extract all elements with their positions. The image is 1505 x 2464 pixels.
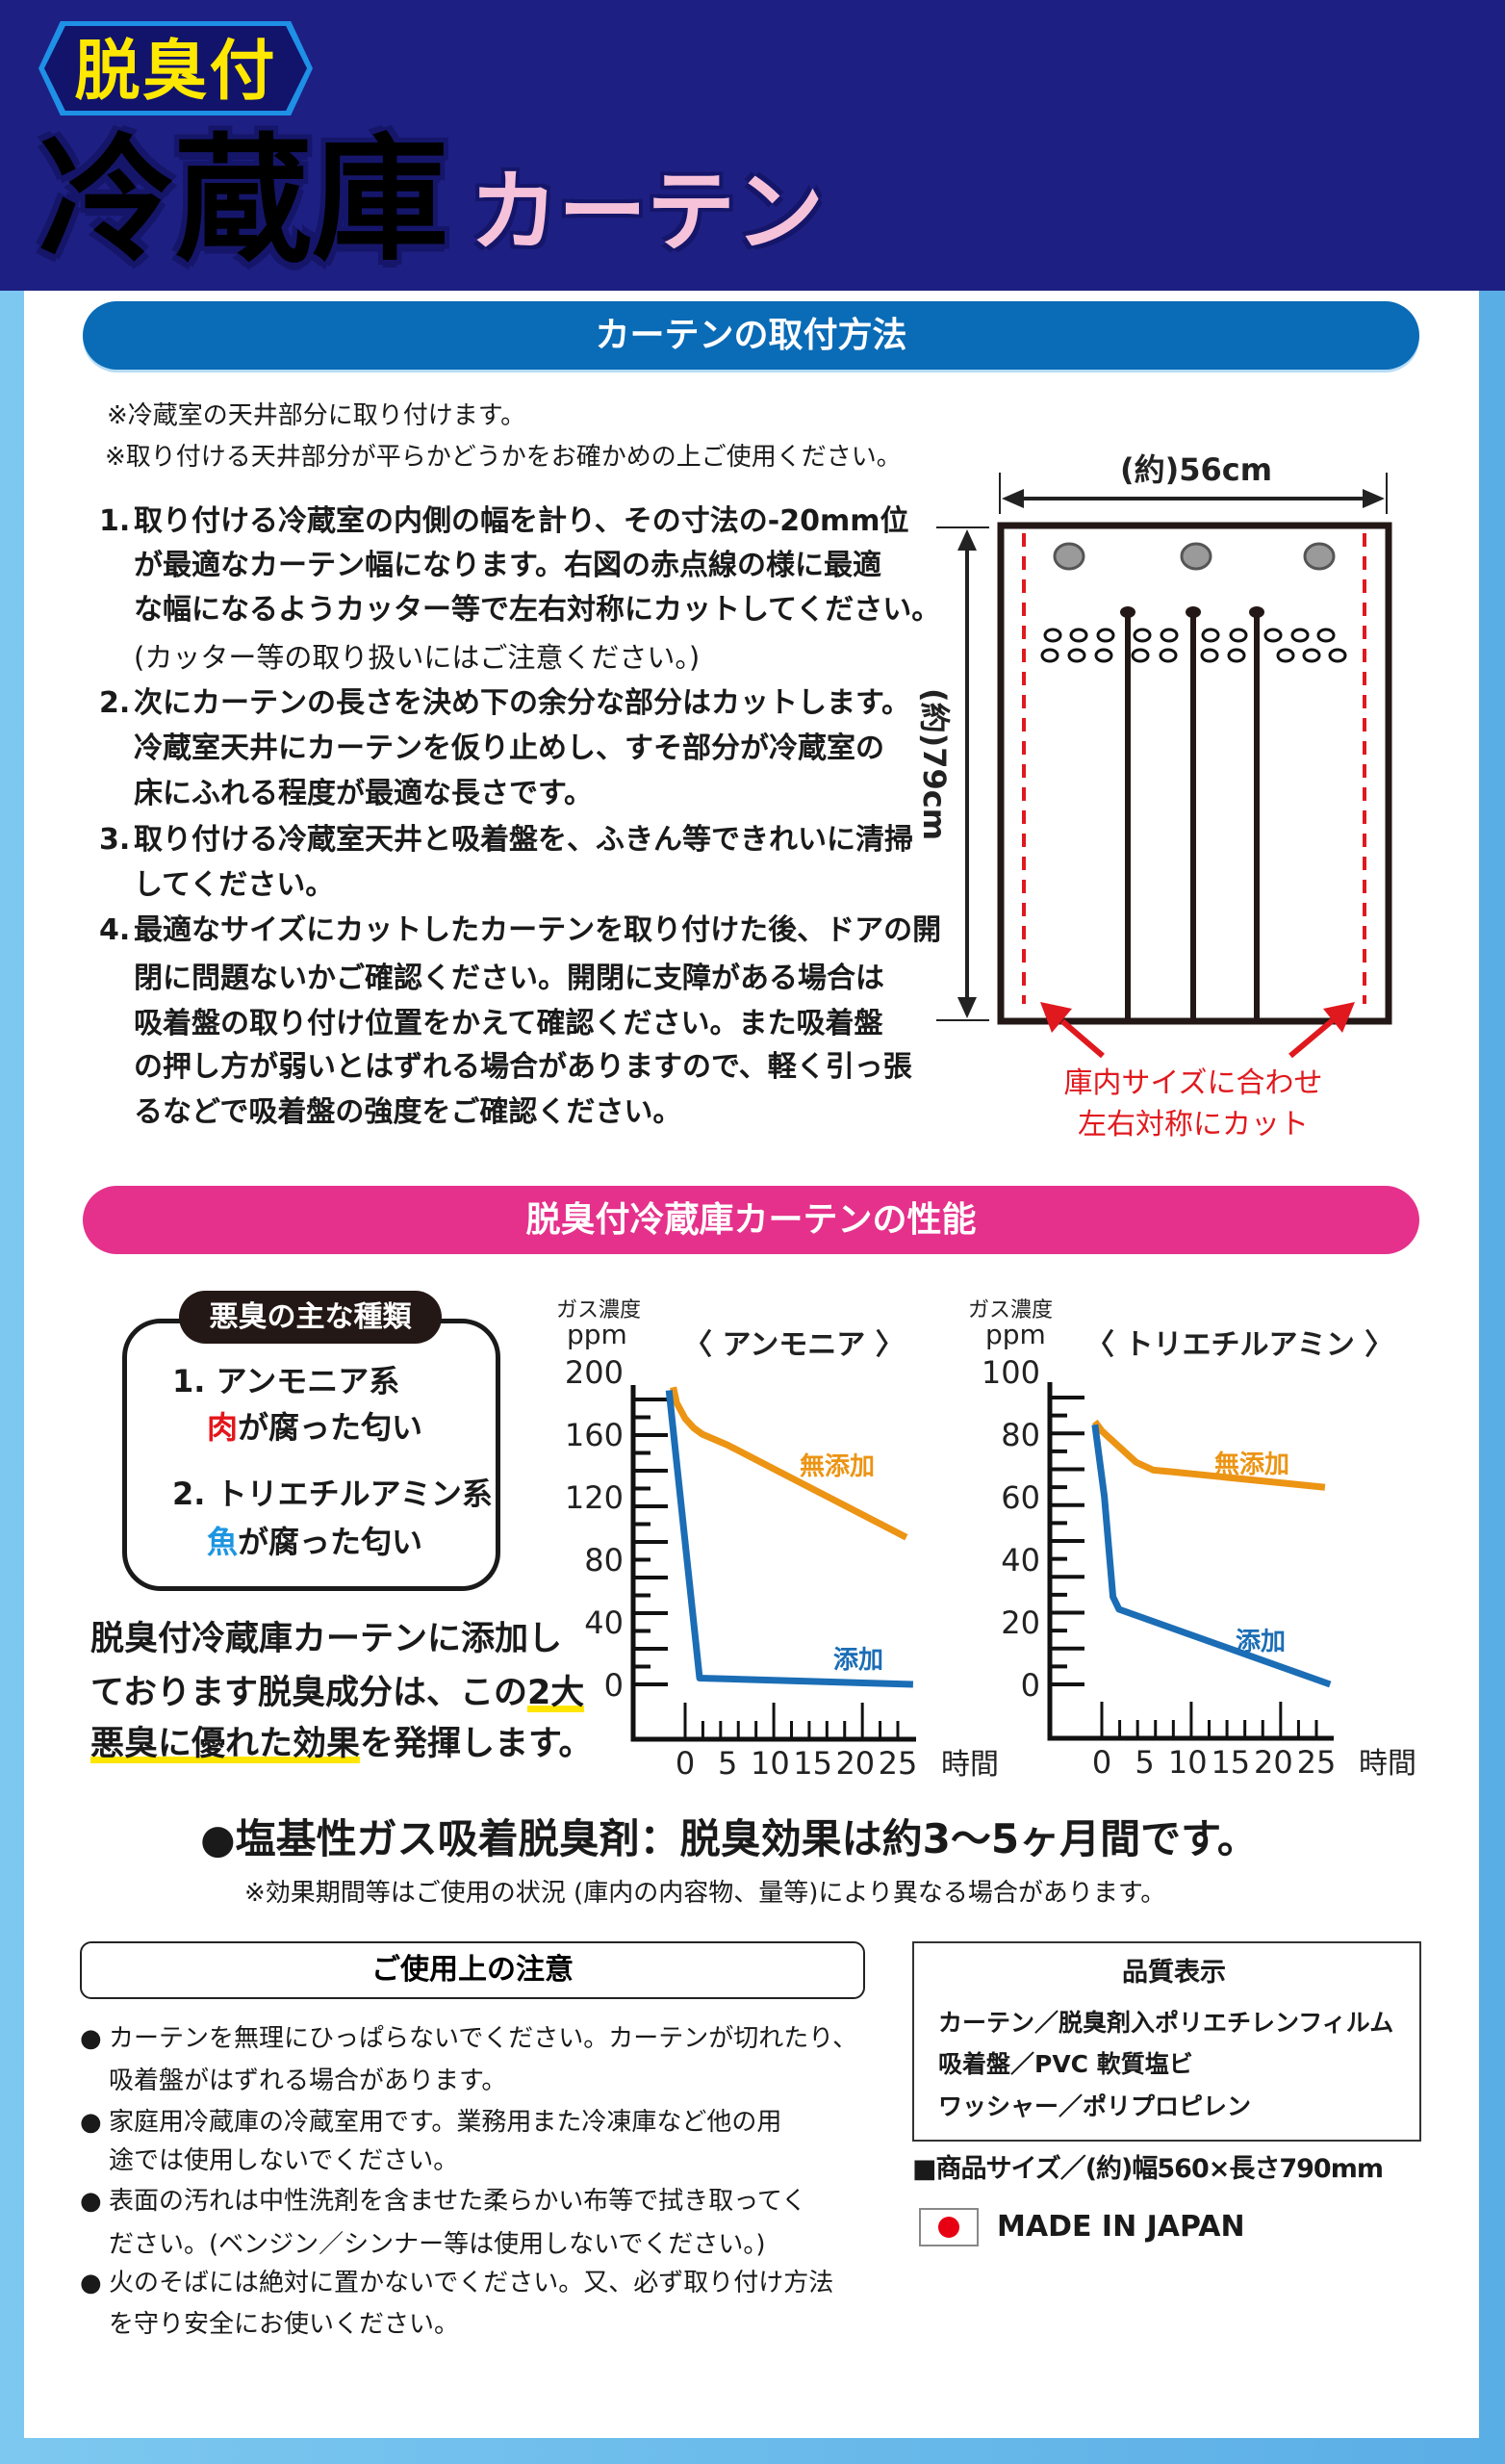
caution-line: 家庭用冷蔵庫の冷蔵室用です。業務用また冷凍庫など他の用 (109, 2108, 782, 2137)
step-line: な幅になるようカッター等で左右対称にカットしてください。 (134, 593, 941, 627)
install-note: ※冷蔵室の天井部分に取り付けます。 (107, 401, 526, 430)
step-line: るなどで吸着盤の強度をご確認ください。 (134, 1095, 682, 1129)
caution-line: 火のそばには絶対に置かないでください。又、必ず取り付け方法 (109, 2269, 834, 2297)
header-banner: 脱臭付 冷蔵庫 カーテン (0, 0, 1505, 291)
japan-flag-icon (919, 2208, 979, 2246)
caution-line: を守り安全にお使いください。 (109, 2310, 460, 2339)
step-line: 次にカーテンの長さを決め下の余分な部分はカットします。 (134, 686, 910, 720)
odor-item-desc: 肉が腐った匂い (207, 1409, 423, 1446)
step-line: の押し方が弱いとはずれる場合がありますので、軽く引っ張 (134, 1050, 912, 1084)
bullet-icon: ● (80, 2024, 102, 2053)
install-note: ※取り付ける天井部分が平らかどうかをお確かめの上ご使用ください。 (105, 443, 902, 472)
step-line: 吸着盤の取り付け位置をかえて確認ください。また吸着盤 (134, 1007, 883, 1040)
quality-title: 品質表示 (1122, 1958, 1226, 1988)
caution-line: カーテンを無理にひっぱらないでください。カーテンが切れたり、 (109, 2024, 858, 2053)
step-line: (カッター等の取り扱いにはご注意ください。) (134, 641, 701, 674)
effect-headline: ●塩基性ガス吸着脱臭剤：脱臭効果は約3〜5ヶ月間です。 (200, 1815, 1258, 1862)
caution-line: 途では使用しないでください。 (109, 2146, 459, 2175)
summary-line: 悪臭に優れた効果を発揮します。 (90, 1725, 593, 1763)
bullet-icon: ● (80, 2269, 102, 2297)
step-number: 4. (99, 913, 131, 947)
step-line: が最適なカーテン幅になります。右図の赤点線の様に最適 (134, 549, 881, 582)
bullet-icon: ● (80, 2187, 102, 2216)
effect-note: ※効果期間等はご使用の状況 (庫内の内容物、量等)により異なる場合があります。 (244, 1879, 1166, 1908)
step-number: 1. (99, 504, 131, 538)
step-line: してください。 (134, 868, 335, 902)
step-line: 冷蔵室天井にカーテンを仮り止めし、すそ部分が冷蔵室の (134, 732, 884, 765)
install-section-heading: カーテンの取付方法 (83, 301, 1419, 370)
odor-item-desc: 魚が腐った匂い (207, 1524, 423, 1560)
quality-line: 吸着盤／PVC 軟質塩ビ (938, 2050, 1193, 2078)
caution-line: 吸着盤がはずれる場合があります。 (109, 2066, 507, 2095)
origin-label: MADE IN JAPAN (997, 2210, 1245, 2244)
odor-highlight-meat: 肉 (207, 1409, 239, 1446)
quality-line: カーテン／脱臭剤入ポリエチレンフィルム (938, 2009, 1394, 2037)
caution-line: ださい。(ベンジン／シンナー等は使用しないでください。) (109, 2230, 766, 2259)
step-line: 最適なサイズにカットしたカーテンを取り付けた後、ドアの開 (134, 913, 942, 947)
step-number: 3. (99, 823, 131, 857)
step-line: 床にふれる程度が最適な長さです。 (134, 777, 593, 810)
summary-line: ております脱臭成分は、この2大 (90, 1674, 585, 1712)
step-number: 2. (99, 686, 131, 720)
deodorant-badge: 脱臭付 (38, 21, 313, 116)
odor-types-title: 悪臭の主な種類 (179, 1291, 442, 1344)
step-line: 取り付ける冷蔵室天井と吸着盤を、ふきん等できれいに清掃 (134, 823, 913, 857)
step-line: 取り付ける冷蔵室の内側の幅を計り、その寸法の-20mm位 (134, 504, 909, 538)
step-line: 閉に問題ないかご確認ください。開閉に支障がある場合は (134, 962, 884, 995)
caution-line: 表面の汚れは中性洗剤を含ませた柔らかい布等で拭き取ってく (109, 2187, 807, 2216)
odor-highlight-fish: 魚 (207, 1524, 239, 1560)
title-sub: カーテン (470, 161, 825, 264)
summary-line: 脱臭付冷蔵庫カーテンに添加し (90, 1620, 563, 1658)
odor-item-name: 1. アンモニア系 (172, 1363, 400, 1399)
performance-section-heading: 脱臭付冷蔵庫カーテンの性能 (83, 1186, 1419, 1254)
bullet-icon: ● (80, 2108, 102, 2137)
odor-item-name: 2. トリエチルアミン系 (172, 1476, 493, 1512)
product-size: ■商品サイズ／(約)幅560×長さ790mm (912, 2154, 1384, 2184)
quality-line: ワッシャー／ポリプロピレン (938, 2092, 1252, 2120)
title-main: 冷蔵庫 (38, 121, 448, 280)
badge-text: 脱臭付 (74, 34, 277, 110)
quality-box (912, 1941, 1421, 2142)
caution-title: ご使用上の注意 (80, 1941, 865, 1999)
